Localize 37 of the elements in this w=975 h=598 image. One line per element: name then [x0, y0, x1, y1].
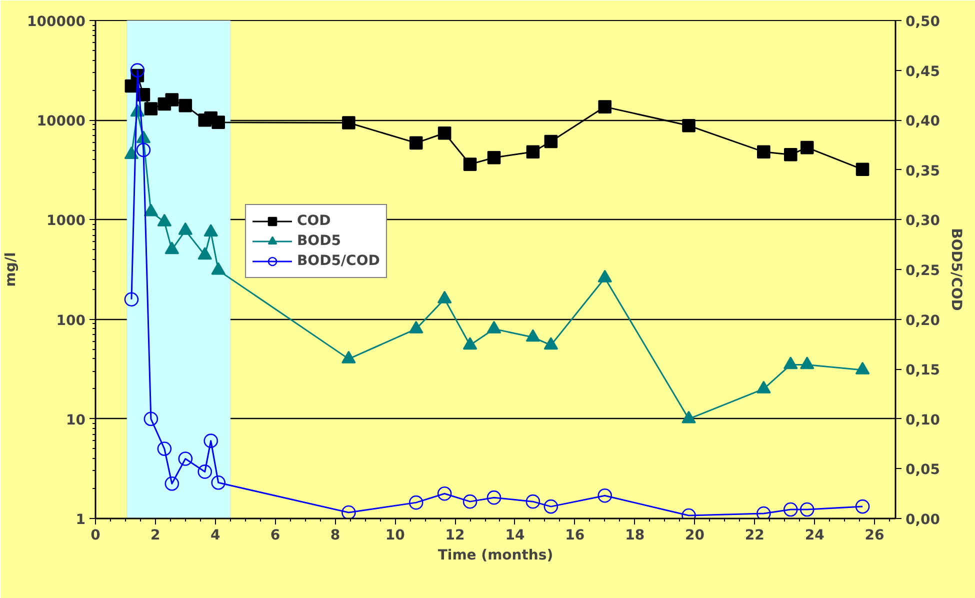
y2-tick-label: 0,20 [906, 312, 940, 329]
y2-tick-label: 0,15 [906, 362, 940, 379]
legend-label: BOD5 [297, 232, 341, 250]
x-tick-label: 10 [385, 528, 406, 544]
y2-tick-label: 0,25 [906, 263, 940, 279]
x-tick-label: 2 [150, 528, 160, 544]
y-tick-label: 100 [56, 312, 86, 329]
y2-tick-label: 0,50 [906, 14, 940, 30]
y2-tick-label: 0,05 [906, 462, 940, 478]
legend-label: COD [297, 212, 331, 230]
x-tick-label: 12 [445, 528, 465, 544]
x-tick-label: 22 [744, 528, 764, 544]
x-tick-label: 6 [270, 528, 280, 544]
y2-tick-label: 0,00 [906, 512, 940, 528]
x-tick-label: 4 [210, 528, 220, 544]
y-tick-label: 100000 [27, 14, 86, 30]
y-tick-label: 1000 [46, 213, 86, 230]
y2-axis-title: BOD5/COD [948, 228, 964, 311]
y-tick-label: 10 [66, 412, 86, 428]
x-tick-label: 24 [804, 528, 825, 544]
x-tick-label: 8 [330, 528, 340, 544]
x-tick-label: 16 [565, 528, 585, 544]
y2-tick-label: 0,10 [906, 412, 940, 428]
x-tick-label: 26 [864, 528, 884, 544]
x-tick-label: 18 [625, 528, 645, 544]
y-tick-label: 1 [76, 512, 86, 528]
x-tick-label: 20 [685, 528, 705, 544]
y2-tick-label: 0,30 [906, 213, 940, 230]
legend-label: BOD5/COD [297, 252, 380, 270]
y2-tick-label: 0,40 [906, 114, 940, 130]
y2-tick-label: 0,35 [906, 163, 940, 180]
y-axis-title: mg/l [3, 252, 20, 287]
y2-tick-label: 0,45 [906, 64, 940, 80]
x-tick-label: 0 [90, 528, 101, 544]
x-axis-title: Time (months) [438, 548, 554, 564]
x-tick-label: 14 [505, 528, 525, 544]
y-tick-label: 10000 [36, 114, 86, 130]
